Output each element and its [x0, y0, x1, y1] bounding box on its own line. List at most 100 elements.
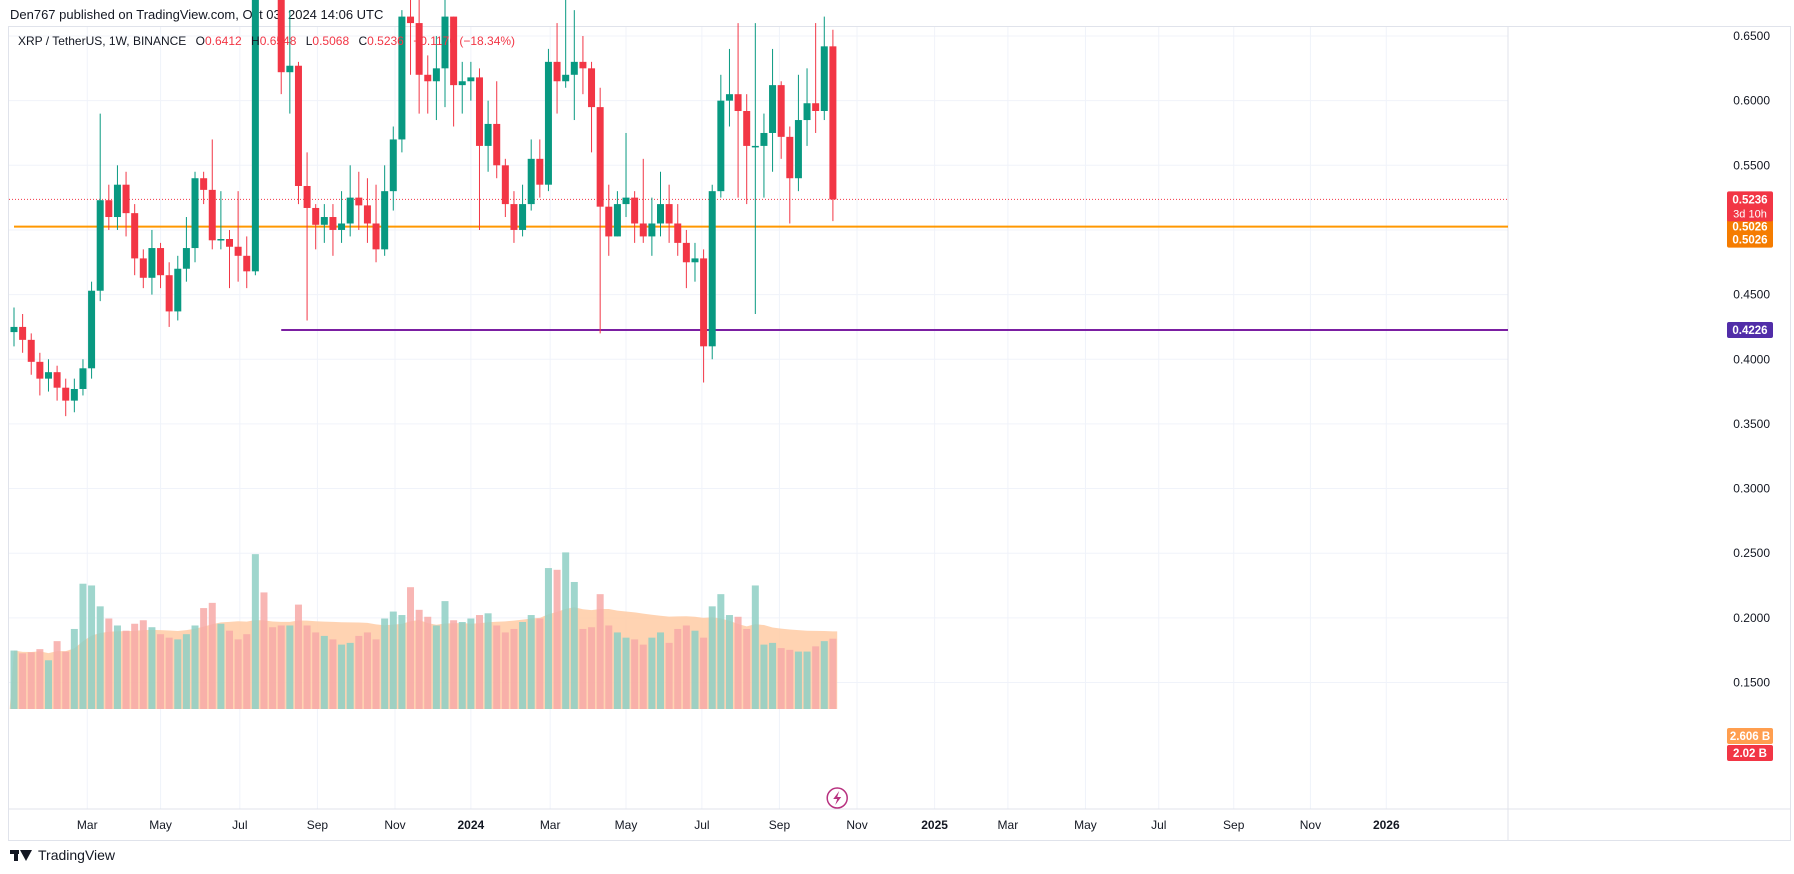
volume-bar: [458, 622, 466, 709]
candle-body: [588, 68, 596, 108]
volume-bar: [148, 627, 156, 709]
price-tick-label: 0.6500: [1733, 29, 1770, 43]
close-label: C: [358, 34, 368, 48]
level-price-label: 0.4226: [1732, 325, 1767, 337]
volume-bar: [79, 583, 87, 709]
volume-bar: [88, 585, 96, 709]
candle-body: [751, 145, 759, 148]
volume-bar: [570, 581, 578, 709]
volume-bar: [139, 620, 147, 709]
volume-bar: [217, 623, 225, 709]
symbol-legend: XRP / TetherUS, 1W, BINANCE O0.6412 H0.6…: [18, 34, 515, 48]
price-tick-label: 0.2000: [1733, 611, 1770, 625]
candle-body: [53, 372, 61, 388]
candle-body: [432, 68, 440, 82]
candle-body: [139, 258, 147, 278]
candle-body: [769, 85, 777, 133]
candle-body: [510, 204, 518, 230]
volume-bar: [794, 651, 802, 709]
volume-bar: [355, 635, 363, 709]
candle-body: [639, 223, 647, 237]
time-tick-label: Nov: [384, 818, 405, 832]
volume-bar: [294, 604, 302, 709]
chart-frame: [8, 26, 1791, 841]
candle-body: [19, 326, 27, 340]
volume-bar: [415, 609, 423, 709]
volume-bar: [639, 644, 647, 709]
volume-bar: [70, 628, 78, 709]
candle-body: [605, 206, 613, 237]
tradingview-footer[interactable]: TradingView: [10, 847, 115, 863]
candle-body: [820, 46, 828, 111]
price-tick-label: 0.1500: [1733, 676, 1770, 690]
candle-body: [562, 74, 570, 82]
candle-body: [96, 200, 104, 291]
time-tick-label: Sep: [307, 818, 329, 832]
volume-bar: [467, 618, 475, 709]
candle-body: [717, 100, 725, 192]
candle-body: [657, 204, 664, 224]
volume-pane: [9, 552, 838, 709]
price-tick-label: 0.5500: [1733, 158, 1770, 172]
candle-body: [441, 16, 449, 69]
volume-bar: [329, 639, 337, 709]
candle-body: [467, 77, 475, 82]
candle-body: [734, 94, 742, 111]
volume-bar: [243, 634, 251, 709]
candle-body: [579, 61, 587, 69]
change-value: −0.1176 (−18.34%): [413, 34, 516, 48]
time-tick-label: Jul: [1151, 818, 1166, 832]
volume-bar: [44, 660, 52, 709]
volume-bar: [682, 625, 690, 709]
volume-bar: [536, 618, 544, 709]
volume-bar: [251, 554, 259, 709]
volume-bar: [165, 637, 173, 709]
volume-bar: [700, 637, 708, 709]
candle-body: [122, 184, 130, 214]
current-price-label: 0.5236: [1732, 194, 1767, 206]
volume-bar: [751, 585, 759, 709]
candle-body: [27, 339, 35, 362]
volume-bar: [760, 644, 768, 709]
candle-body: [148, 248, 156, 278]
support-price-label: 0.5026: [1732, 235, 1767, 247]
candle-body: [829, 46, 837, 200]
candle-body: [79, 368, 87, 389]
volume-bar: [605, 625, 613, 709]
volume-bar: [829, 638, 837, 709]
bar-countdown-label: 3d 10h: [1733, 208, 1767, 220]
candle-body: [613, 204, 621, 237]
volume-bar: [622, 637, 630, 709]
candle-body: [217, 239, 225, 241]
candle-body: [131, 213, 139, 259]
volume-bar: [338, 644, 346, 709]
open-label: O: [195, 34, 205, 48]
volume-bar: [363, 632, 371, 709]
candle-body: [36, 361, 44, 379]
volume-bar: [36, 649, 44, 709]
volume-ma-area: [9, 607, 838, 709]
candle-body: [234, 246, 242, 256]
time-tick-label: Mar: [77, 818, 98, 832]
candle-body: [312, 207, 320, 225]
volume-bar: [544, 568, 552, 709]
volume-bar: [113, 625, 121, 709]
volume-bar: [631, 639, 639, 709]
volume-bar: [450, 620, 458, 709]
time-tick-label: Mar: [998, 818, 1019, 832]
candle-body: [691, 258, 699, 263]
time-tick-label: May: [1074, 818, 1097, 832]
volume-bar: [234, 639, 242, 709]
volume-bar: [260, 592, 268, 709]
candle-body: [682, 242, 690, 263]
candle-body: [157, 248, 165, 276]
candle-body: [10, 326, 18, 333]
candle-body: [251, 0, 259, 272]
volume-bar: [725, 615, 733, 709]
volume-bar: [562, 552, 570, 709]
volume-bar: [62, 651, 70, 709]
volume-bar: [424, 616, 432, 709]
candle-body: [277, 0, 285, 73]
